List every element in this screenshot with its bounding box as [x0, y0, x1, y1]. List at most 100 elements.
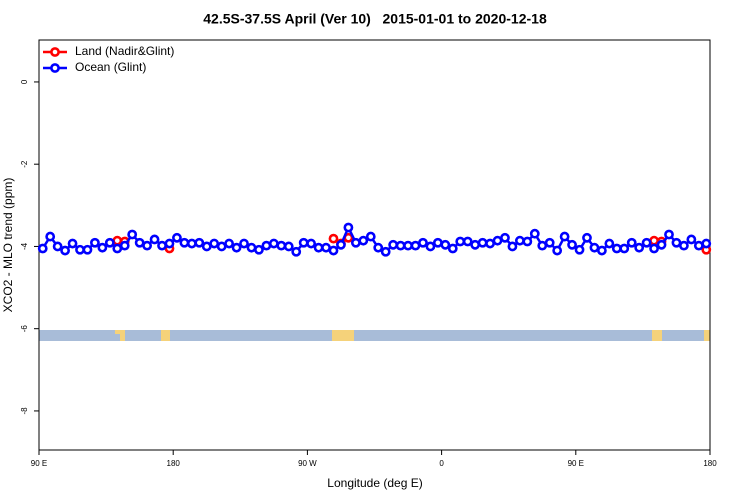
data-point [432, 237, 443, 248]
data-point [321, 242, 331, 253]
data-point [522, 236, 533, 247]
data-point [418, 237, 428, 248]
x-tick-label: 90 W [298, 459, 317, 468]
data-point [611, 243, 622, 254]
x-tick-label: 180 [703, 459, 717, 468]
data-point [231, 242, 242, 253]
data-point [388, 239, 399, 250]
data-point [283, 241, 294, 252]
data-point [664, 229, 674, 240]
land-patch [704, 330, 710, 341]
data-point [380, 246, 391, 257]
data-point [649, 243, 659, 254]
data-point [656, 239, 667, 250]
land-patch [332, 330, 354, 341]
data-point [671, 237, 682, 248]
x-axis-label: Longitude (deg E) [327, 476, 422, 490]
data-point [306, 238, 317, 249]
data-point [641, 237, 652, 248]
data-point [485, 238, 495, 249]
data-point [172, 232, 182, 243]
legend-marker [50, 63, 60, 73]
land-patch [652, 330, 662, 341]
data-point [37, 243, 48, 254]
legend-item: Ocean (Glint) [43, 60, 146, 74]
data-point [693, 240, 704, 251]
land-patch [120, 334, 125, 341]
data-point [626, 237, 637, 248]
data-point [254, 244, 264, 255]
data-point [291, 246, 302, 257]
data-point [201, 241, 212, 252]
y-tick-label: 0 [20, 79, 29, 84]
data-point [582, 232, 592, 243]
data-point [186, 238, 197, 249]
data-point [544, 237, 555, 248]
data-point [470, 239, 481, 250]
surface-strip [39, 330, 710, 341]
data-point [298, 237, 309, 248]
data-point [97, 242, 108, 253]
data-point [492, 235, 503, 246]
data-point [537, 240, 548, 251]
data-point [179, 237, 190, 248]
data-point [649, 235, 659, 246]
data-point [440, 239, 451, 250]
data-point [209, 238, 220, 249]
x-tick-label: 0 [439, 459, 444, 468]
data-point [447, 243, 458, 254]
data-point [328, 233, 339, 244]
data-point [52, 241, 63, 252]
x-tick-label: 90 E [31, 459, 47, 468]
data-point [328, 245, 339, 256]
data-point [507, 241, 518, 252]
x-tick-label: 180 [167, 459, 181, 468]
data-point [343, 222, 354, 233]
data-point [90, 237, 100, 248]
data-point [276, 240, 287, 251]
y-axis-label: XCO2 - MLO trend (ppm) [1, 178, 15, 313]
data-point [194, 237, 205, 248]
data-point [358, 235, 369, 246]
data-point [529, 228, 540, 239]
data-point [246, 242, 257, 253]
data-point [82, 244, 93, 255]
y-tick-label: -4 [20, 242, 29, 250]
data-point [164, 238, 175, 249]
data-point [112, 235, 123, 246]
legend-item: Land (Nadir&Glint) [43, 44, 174, 58]
land-patch [115, 330, 125, 334]
data-point [596, 245, 607, 256]
data-point [268, 238, 279, 249]
data-point [157, 240, 167, 251]
data-point [634, 242, 645, 253]
data-point [589, 242, 600, 253]
chart-title: 42.5S-37.5S April (Ver 10) 2015-01-01 to… [203, 11, 547, 27]
data-point [60, 245, 70, 256]
data-point [134, 237, 145, 248]
data-point [425, 241, 436, 252]
data-point [261, 240, 272, 251]
data-point [403, 240, 413, 251]
data-point [336, 239, 346, 250]
x-tick-label: 90 E [568, 459, 584, 468]
ocean-strip [39, 330, 710, 341]
data-point [679, 240, 689, 251]
data-point [216, 241, 227, 252]
y-tick-label: -6 [20, 325, 29, 333]
data-point [574, 244, 585, 255]
data-point [477, 237, 488, 248]
data-point [410, 240, 421, 251]
data-point [239, 238, 249, 249]
data-point [350, 237, 361, 248]
y-tick-label: -2 [20, 160, 29, 168]
data-point [142, 240, 153, 251]
data-point [455, 236, 466, 247]
data-point [686, 234, 697, 245]
data-point [567, 239, 577, 250]
data-point [119, 240, 130, 251]
data-point [75, 244, 85, 255]
data-point [559, 231, 570, 242]
land-patch [161, 330, 170, 341]
series [37, 222, 712, 257]
